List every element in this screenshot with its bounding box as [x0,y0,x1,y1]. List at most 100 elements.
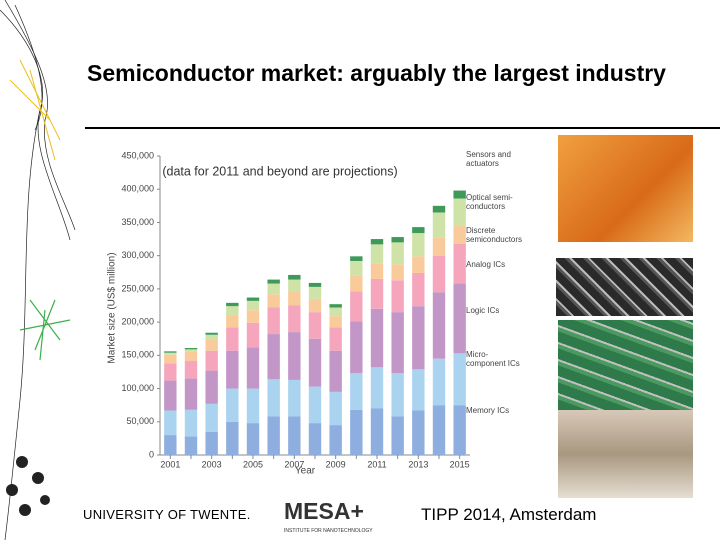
bar-segment [350,256,363,261]
bar-segment [412,306,425,370]
bar-segment [164,352,177,355]
bar-segment [329,327,342,351]
bar-segment [391,242,404,265]
bar-segment [184,349,198,352]
bar-segment [308,286,322,299]
bar-segment [329,316,342,328]
bar-segment [246,297,260,301]
bar-segment [288,291,301,306]
y-tick-label: 450,000 [121,150,154,160]
bar-segment [412,233,425,257]
slide-title: Semiconductor market: arguably the large… [87,60,666,86]
bar-segment [370,308,384,368]
bar-segment [391,264,404,281]
bar-segment [350,275,363,292]
bar-segment [288,332,301,380]
bar-segment [205,370,218,404]
bar-segment [350,321,363,374]
x-tick-label: 2015 [450,459,470,469]
bar-segment [226,306,239,316]
bar-segment [184,378,198,410]
bar-segment [432,255,446,293]
y-tick-label: 100,000 [121,383,154,393]
bar-segment [432,358,446,406]
x-tick-label: 2005 [243,459,263,469]
legend-label: Sensors and actuators [466,150,511,168]
bar-segment [267,416,280,455]
bar-segment [391,312,404,374]
bar-segment [370,239,384,245]
bar-segment [350,260,363,276]
bar-segment [350,373,363,410]
bar-segment [205,350,218,371]
footer-institute-subtitle: INSTITUTE FOR NANOTECHNOLOGY [284,528,373,534]
bar-segment [308,312,322,339]
photo-circuit-board [558,320,693,410]
bar-segment [267,283,280,295]
bar-segment [205,431,218,455]
bar-segment [412,272,425,307]
x-tick-label: 2007 [284,459,304,469]
bar-segment [184,409,198,437]
footer-event: TIPP 2014, Amsterdam [421,505,597,524]
bar-segment [267,279,280,284]
bar-segment [164,351,177,353]
legend-label: Optical semi-conductors [466,193,513,211]
bar-segment [288,279,301,292]
y-tick-label: 250,000 [121,283,154,293]
bar-segment [432,292,446,359]
y-tick-label: 300,000 [121,250,154,260]
bar-segment [246,388,260,424]
x-axis-label: Year [295,466,316,475]
bar-segment [412,410,425,455]
bar-segment [267,334,280,380]
bar-segment [370,408,384,455]
legend-label: Memory ICs [466,406,510,415]
bar-segment [205,334,218,341]
bar-segment [288,416,301,455]
y-tick-label: 50,000 [126,416,154,426]
x-tick-label: 2013 [408,459,428,469]
bar-segment [391,373,404,417]
bar-segment [432,405,446,455]
x-tick-label: 2009 [326,459,346,469]
legend-label: Discrete semiconductors [466,226,523,244]
bar-segment [432,205,446,213]
bar-segment [288,379,301,417]
bar-segment [453,225,466,244]
photo-store [558,410,693,498]
x-tick-label: 2011 [367,459,386,469]
bar-segment [432,212,446,238]
y-tick-label: 150,000 [121,350,154,360]
bar-segment [412,227,425,234]
photo-cleanroom [558,135,693,242]
y-tick-label: 350,000 [121,217,154,227]
bar-segment [308,386,322,424]
bar-segment [453,283,466,354]
bar-segment [205,332,218,335]
bar-segment [226,388,239,422]
bar-segment [453,243,466,284]
bar-segment [432,237,446,256]
bar-segment [226,315,239,328]
footer-university: UNIVERSITY OF TWENTE. [83,507,251,522]
bar-segment [370,367,384,409]
bar-segment [412,369,425,411]
bar-segment [329,350,342,392]
bar-segment [246,347,260,389]
bar-segment [453,190,466,199]
x-tick-label: 2003 [202,459,222,469]
bar-segment [391,416,404,455]
bar-segment [205,340,218,351]
bar-segment [308,282,322,287]
bar-segment [184,348,198,350]
bar-segment [370,263,384,279]
bar-segment [329,425,342,455]
y-tick-label: 0 [149,449,154,459]
chart-annotation: (data for 2011 and beyond are projection… [162,164,397,178]
bar-segment [350,409,363,455]
bar-segment [453,405,466,455]
bar-segment [226,350,239,389]
bar-segment [164,380,177,411]
